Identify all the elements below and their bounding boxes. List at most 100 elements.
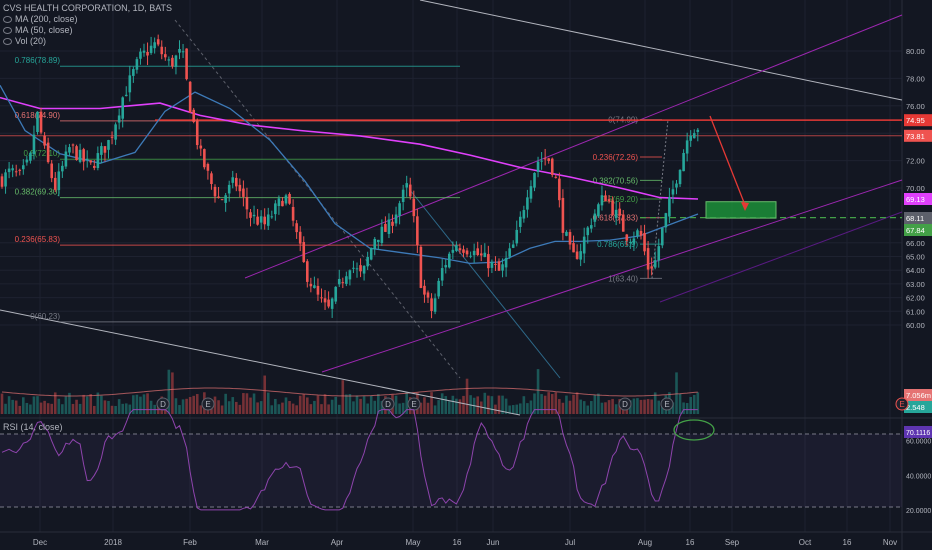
candle-body: [68, 147, 71, 153]
candle-body: [586, 227, 590, 236]
eye-icon[interactable]: [3, 16, 12, 24]
candle-body: [266, 214, 270, 226]
candle-body: [259, 216, 263, 223]
candle-body: [462, 249, 465, 253]
candle-body: [614, 209, 618, 219]
candle-body: [455, 245, 458, 251]
volume-bar: [114, 405, 117, 414]
candle-body: [423, 285, 426, 295]
candle-body: [61, 165, 64, 172]
volume-bar: [259, 401, 263, 414]
volume-bar: [394, 395, 398, 414]
volume-bar: [490, 396, 494, 414]
x-tick-label: Oct: [799, 538, 812, 547]
candle-body: [408, 184, 412, 197]
volume-bar: [508, 405, 511, 414]
legend-ma200: MA (200, close): [3, 14, 172, 25]
eye-icon[interactable]: [3, 27, 12, 35]
candle-body: [472, 250, 476, 256]
volume-bar: [284, 397, 288, 414]
fib-level-label: 0.786(65.9): [597, 240, 638, 249]
candle-body: [582, 236, 586, 254]
candle-body: [89, 160, 93, 163]
volume-bar: [320, 404, 323, 414]
candle-body: [508, 248, 511, 257]
volume-bar: [543, 395, 547, 414]
volume-bar: [337, 404, 341, 414]
volume-bar: [561, 402, 565, 414]
candle-body: [405, 183, 408, 188]
candle-body: [235, 177, 238, 187]
candle-body: [572, 243, 575, 253]
candle-body: [39, 111, 43, 133]
candle-body: [25, 159, 29, 163]
candle-body: [440, 268, 444, 281]
fib-level-label: 0.382(70.56): [593, 176, 639, 185]
candle-body: [178, 48, 181, 53]
volume-bar: [536, 369, 540, 414]
volume-bar: [217, 400, 220, 414]
volume-bar: [455, 398, 458, 414]
candle-body: [57, 171, 61, 191]
channel-line: [659, 211, 903, 303]
candle-body: [511, 244, 515, 248]
volume-bar: [107, 400, 110, 414]
candle-body: [323, 298, 327, 303]
candle-body: [167, 59, 171, 61]
volume-bar: [11, 399, 14, 414]
volume-bar: [46, 403, 50, 414]
volume-bar: [369, 395, 373, 414]
candle-body: [377, 239, 380, 243]
volume-bar: [71, 403, 75, 414]
volume-bar: [274, 398, 277, 414]
price-tag: [904, 114, 932, 127]
volume-bar: [7, 396, 11, 414]
candle-body: [696, 129, 700, 133]
candle-body: [515, 229, 519, 244]
candle-body: [121, 97, 124, 119]
eye-icon[interactable]: [3, 38, 12, 46]
volume-bar: [22, 397, 25, 414]
x-tick-label: Aug: [638, 538, 652, 547]
volume-bar: [316, 395, 320, 414]
volume-bar: [32, 396, 36, 414]
price-tag-label: 69.13: [906, 195, 925, 204]
candle-body: [394, 214, 398, 224]
candle-body: [479, 253, 483, 256]
volume-bar: [579, 399, 582, 414]
volume-bar: [529, 400, 533, 414]
candle-body: [565, 231, 568, 236]
volume-bar: [401, 402, 405, 414]
volume-bar: [323, 394, 327, 414]
volume-bar: [57, 398, 61, 414]
candle-body: [561, 197, 565, 233]
volume-bar: [82, 394, 85, 414]
volume-bar: [50, 403, 53, 414]
candle-body: [579, 251, 582, 260]
volume-bar: [302, 394, 306, 414]
candle-body: [29, 152, 32, 161]
event-marker-label: E: [664, 400, 669, 409]
candle-body: [668, 197, 671, 217]
volume-bar: [263, 375, 266, 414]
candle-body: [242, 188, 245, 197]
candle-body: [529, 186, 533, 199]
candle-body: [387, 219, 391, 234]
volume-bar: [117, 399, 121, 414]
volume-bar: [195, 394, 199, 414]
candle-body: [625, 234, 629, 241]
candle-body: [327, 299, 330, 307]
volume-bar: [103, 400, 107, 414]
candle-body: [114, 124, 117, 140]
candle-body: [618, 208, 621, 216]
y-tick-label: 66.00: [906, 239, 925, 248]
candle-body: [341, 282, 345, 284]
fib-trend-line: [651, 119, 669, 279]
rsi-line: [1, 409, 698, 511]
volume-bar: [100, 395, 103, 414]
volume-bar: [689, 397, 692, 414]
volume-bar: [671, 402, 675, 414]
price-tag-label: 74.95: [906, 116, 925, 125]
volume-bar: [124, 403, 128, 414]
